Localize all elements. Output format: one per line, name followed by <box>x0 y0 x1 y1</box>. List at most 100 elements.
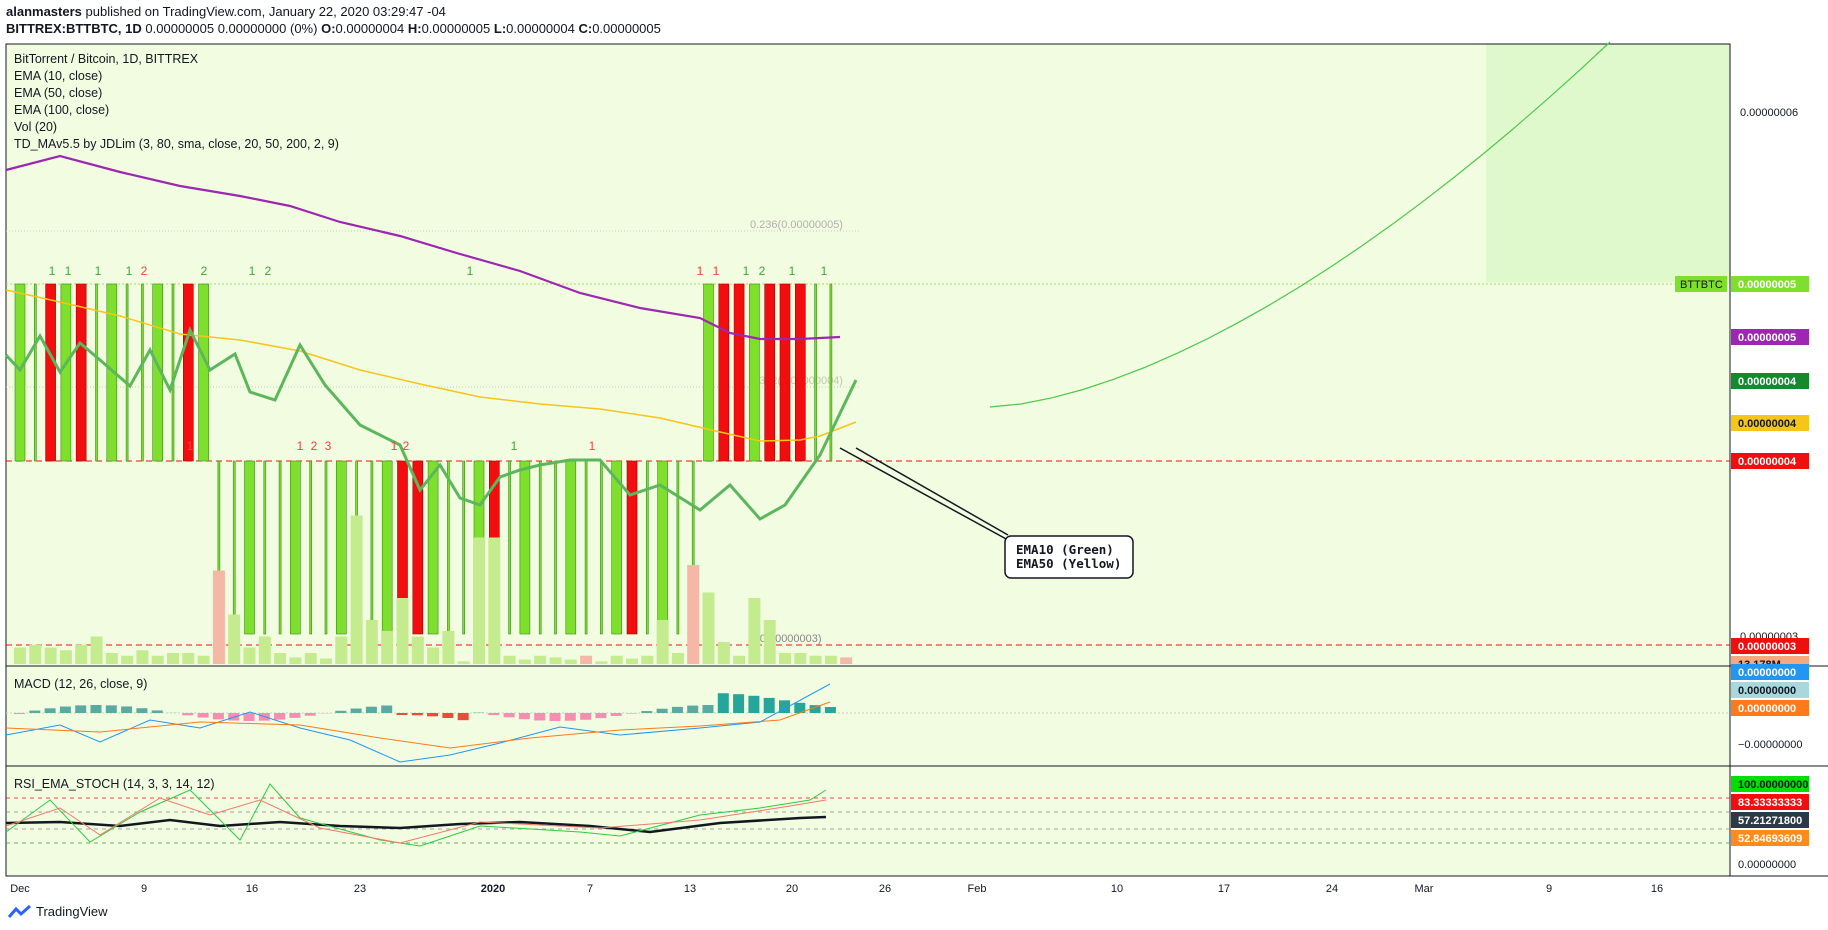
candle <box>244 460 255 635</box>
candle <box>183 283 194 462</box>
candle <box>718 283 730 462</box>
volume-bar <box>763 620 776 664</box>
volume-bar <box>503 655 516 664</box>
macd-histogram-bar <box>29 710 41 713</box>
close-value: 0.00000005 <box>592 21 661 36</box>
price-label-value: 0.00000003 <box>1738 641 1796 653</box>
price-label-badge <box>1731 329 1809 345</box>
macd-histogram-bar <box>335 710 347 713</box>
td-count-label: 1 <box>821 264 828 278</box>
macd-histogram-bar <box>564 713 576 721</box>
high-value: 0.00000005 <box>421 21 491 36</box>
candle <box>447 460 450 635</box>
macd-histogram-bar <box>794 702 806 713</box>
x-tick-label: 9 <box>141 883 147 895</box>
volume-bar <box>14 647 26 664</box>
volume-bar <box>626 658 638 664</box>
macd-histogram-bar <box>503 713 515 718</box>
price-label-value: 0.00000005 <box>1738 279 1796 291</box>
legend-ema50: EMA (50, close) <box>14 86 103 100</box>
td-count-label: 2 <box>403 439 410 453</box>
macd-scale-badge <box>1731 700 1809 716</box>
td-count-label: 2 <box>265 264 272 278</box>
x-tick-label: 10 <box>1111 883 1123 895</box>
candle <box>626 460 638 635</box>
open-label: O: <box>321 21 336 36</box>
macd-scale-label: −0.00000000 <box>1738 739 1803 751</box>
macd-histogram-bar <box>610 713 622 716</box>
symbol-name: BITTREX:BTTBTC, 1D <box>6 21 142 36</box>
macd-histogram-bar <box>411 713 423 716</box>
macd-histogram-bar <box>14 713 25 714</box>
projection-zone <box>1486 44 1730 282</box>
volume-bar <box>457 661 470 664</box>
td-count-label: 1 <box>467 264 474 278</box>
macd-histogram-bar <box>274 713 286 720</box>
volume-bar <box>212 570 225 664</box>
volume-bar <box>473 537 485 664</box>
macd-histogram-bar <box>626 713 637 714</box>
volume-bar <box>151 655 164 664</box>
td-count-label: 1 <box>249 264 256 278</box>
footer-label: TradingView <box>36 904 108 919</box>
legend-td: TD_MAv5.5 by JDLim (3, 80, sma, close, 2… <box>14 137 339 151</box>
price-label-value: 0.00000004 <box>1738 376 1797 388</box>
signal-line <box>5 701 831 749</box>
macd-histogram-bar <box>717 693 729 713</box>
volume-bar <box>748 598 761 664</box>
macd-scale-label: 0.00000000 <box>1738 685 1796 697</box>
fib-label: 0(0.00000003) <box>750 633 822 645</box>
tradingview-logo[interactable]: TradingView <box>8 904 108 919</box>
projection-curve <box>989 41 1611 408</box>
x-tick-label: 9 <box>1546 883 1552 895</box>
price-label-value: 0.00000005 <box>1738 332 1796 344</box>
macd-histogram-bar <box>396 713 408 716</box>
volume-bar <box>335 636 348 664</box>
macd-histogram-bar <box>809 705 821 713</box>
volume-bar <box>75 644 88 664</box>
callout-pointer <box>855 447 1009 536</box>
td-count-label: 1 <box>697 264 704 278</box>
x-tick-label: Dec <box>10 883 30 895</box>
rsi-scale-label: 100.00000000 <box>1738 779 1808 791</box>
rsi-scale-badge <box>1731 830 1809 846</box>
volume-bar <box>243 647 256 664</box>
td-count-label: 2 <box>141 264 148 278</box>
price-label-badge <box>1731 638 1809 654</box>
volume-bar <box>90 636 103 664</box>
candle <box>60 283 72 462</box>
rsi-scale-badge <box>1731 794 1809 810</box>
x-tick-label: 7 <box>587 883 593 895</box>
macd-histogram-bar <box>136 708 148 713</box>
volume-bar <box>564 659 577 664</box>
author-name[interactable]: alanmasters <box>6 4 82 19</box>
callout-box <box>1004 535 1134 579</box>
callout-line: EMA10 (Green) <box>1016 542 1114 557</box>
candle <box>33 283 37 462</box>
price-label-badge <box>1731 415 1809 431</box>
candle <box>703 283 714 462</box>
candle <box>324 460 328 635</box>
volume-bar <box>809 655 822 664</box>
candle <box>75 283 87 462</box>
volume-bar <box>289 657 302 664</box>
candle <box>14 283 26 462</box>
high-label: H: <box>407 21 422 36</box>
rsi-scale-label: 57.21271800 <box>1738 815 1802 827</box>
y-tick-label: 0.00000006 <box>1740 107 1798 119</box>
macd-histogram-bar <box>518 713 530 720</box>
macd-scale-label: 0.00000000 <box>1738 703 1796 715</box>
macd-scale-badge <box>1731 682 1809 698</box>
candle <box>794 283 806 462</box>
macd-histogram-bar <box>151 710 163 713</box>
macd-histogram-bar <box>365 706 377 713</box>
macd-histogram-bar <box>580 713 592 720</box>
macd-histogram-bar <box>457 713 469 721</box>
macd-histogram-bar <box>427 713 439 717</box>
volume-bar <box>702 592 715 664</box>
stoch-k-line <box>5 783 827 847</box>
publish-info: published on TradingView.com, January 22… <box>85 4 446 19</box>
macd-scale-badge <box>1731 664 1809 680</box>
td-count-label: 1 <box>743 264 750 278</box>
